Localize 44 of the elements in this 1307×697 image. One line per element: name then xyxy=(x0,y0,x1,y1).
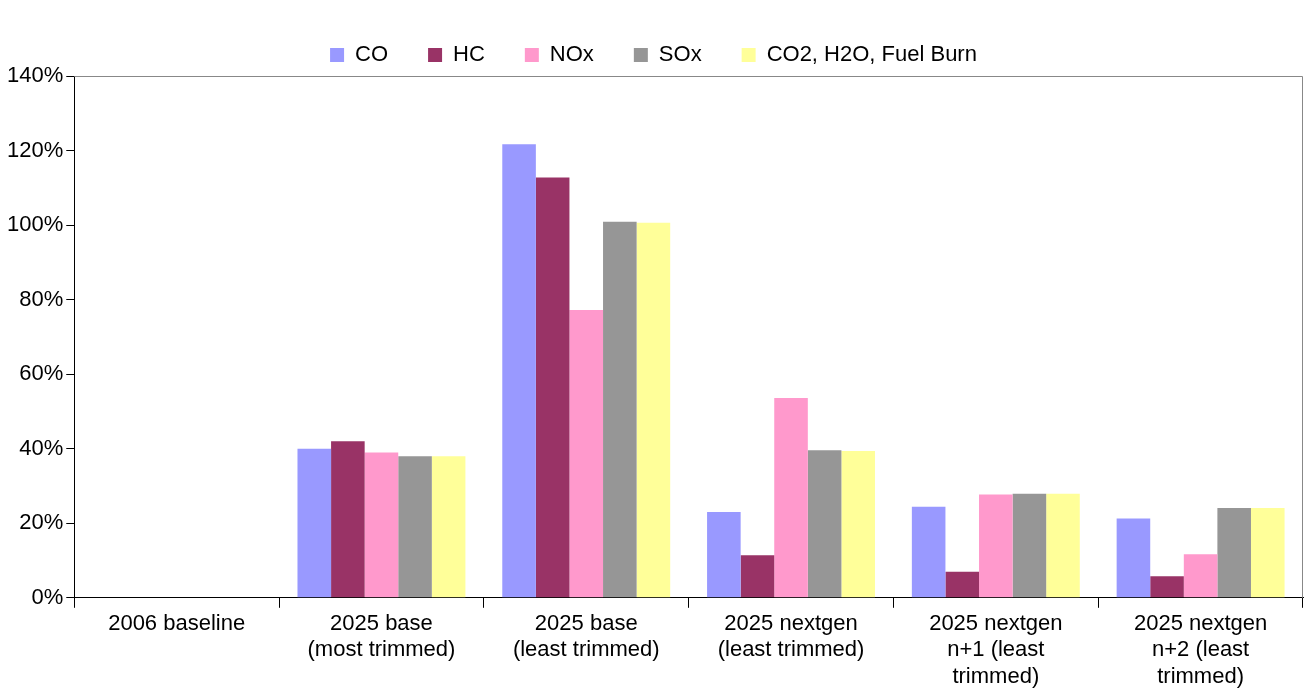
y-tick-label: 40% xyxy=(19,434,64,460)
y-tick-label: 120% xyxy=(6,136,64,162)
x-tick-label: 2025 nextgen (least trimmed) xyxy=(717,610,865,662)
bar xyxy=(774,398,808,598)
bar xyxy=(807,450,842,598)
legend-label: CO2, H2O, Fuel Burn xyxy=(766,41,977,67)
bar xyxy=(398,456,432,598)
y-tick-label: 80% xyxy=(19,285,64,311)
y-tick-label: 0% xyxy=(31,583,64,609)
bar xyxy=(979,494,1013,598)
bar xyxy=(431,456,466,598)
x-tick-label: 2025 nextgen n+2 (least trimmed) xyxy=(1133,610,1268,688)
bar xyxy=(841,450,875,598)
bar xyxy=(1046,493,1080,598)
bar xyxy=(1012,493,1047,598)
y-tick-label: 100% xyxy=(6,211,64,237)
legend-label: NOx xyxy=(549,41,594,67)
bar xyxy=(911,506,946,598)
bar xyxy=(569,310,604,598)
bar xyxy=(1150,576,1184,598)
x-tick-label: 2025 nextgen n+1 (least trimmed) xyxy=(929,610,1063,688)
x-tick-label: 2025 base (least trimmed) xyxy=(512,610,660,662)
bar xyxy=(636,222,671,598)
bar xyxy=(1217,507,1251,598)
legend-label: SOx xyxy=(658,41,702,67)
y-tick-label: 20% xyxy=(19,509,64,535)
bar xyxy=(297,448,332,598)
bar xyxy=(535,177,570,598)
bar xyxy=(603,221,637,598)
legend-label: CO xyxy=(355,41,389,67)
x-tick-label: 2006 baseline xyxy=(108,610,246,636)
bar xyxy=(1116,518,1151,598)
bar xyxy=(707,512,741,598)
y-tick-label: 140% xyxy=(6,62,64,88)
y-tick-label: 60% xyxy=(19,360,64,386)
x-tick-label: 2025 base (most trimmed) xyxy=(307,610,456,662)
bar xyxy=(364,452,399,598)
bar xyxy=(1250,507,1285,598)
bar xyxy=(945,571,980,598)
legend-label: HC xyxy=(453,41,485,67)
bar xyxy=(1183,554,1218,598)
bar xyxy=(502,144,536,598)
bar xyxy=(331,441,365,598)
bar xyxy=(740,555,775,598)
